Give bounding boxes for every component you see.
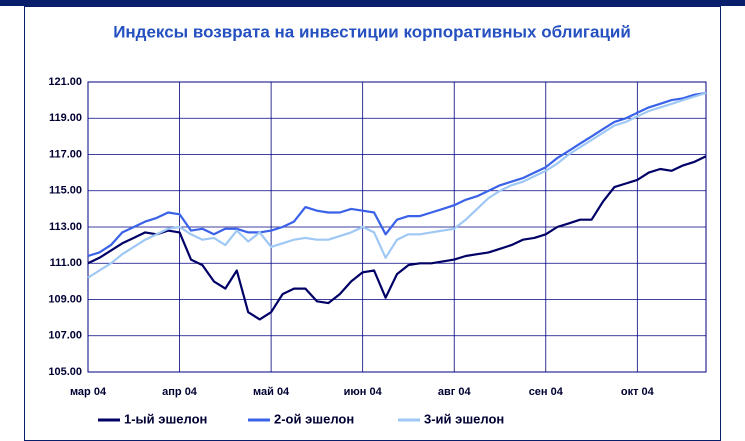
y-tick-label: 109.00: [48, 293, 82, 305]
x-tick-label: июн 04: [344, 386, 383, 398]
top-bar: [0, 0, 745, 6]
y-tick-label: 111.00: [50, 257, 82, 269]
x-tick-label: мар 04: [70, 386, 107, 398]
legend-label: 1-ый эшелон: [124, 411, 207, 426]
series-line: [87, 91, 707, 279]
series-line: [87, 155, 707, 321]
chart-title: Индексы возврата на инвестиции корпорати…: [113, 22, 631, 41]
y-tick-label: 121.00: [48, 76, 82, 88]
series-line: [87, 91, 707, 258]
x-tick-label: окт 04: [621, 386, 655, 398]
y-tick-label: 105.00: [48, 366, 82, 378]
x-tick-label: май 04: [253, 386, 290, 398]
legend-label: 3-ий эшелон: [424, 411, 504, 426]
y-tick-label: 119.00: [49, 112, 82, 124]
x-tick-label: апр 04: [162, 386, 198, 398]
y-tick-label: 113.00: [49, 221, 82, 233]
y-tick-label: 115.00: [49, 185, 82, 197]
y-tick-label: 117.00: [49, 148, 82, 160]
y-tick-label: 107.00: [48, 330, 82, 342]
legend-label: 2-ой эшелон: [274, 411, 354, 426]
x-tick-label: авг 04: [438, 386, 472, 398]
x-tick-label: сен 04: [529, 386, 564, 398]
